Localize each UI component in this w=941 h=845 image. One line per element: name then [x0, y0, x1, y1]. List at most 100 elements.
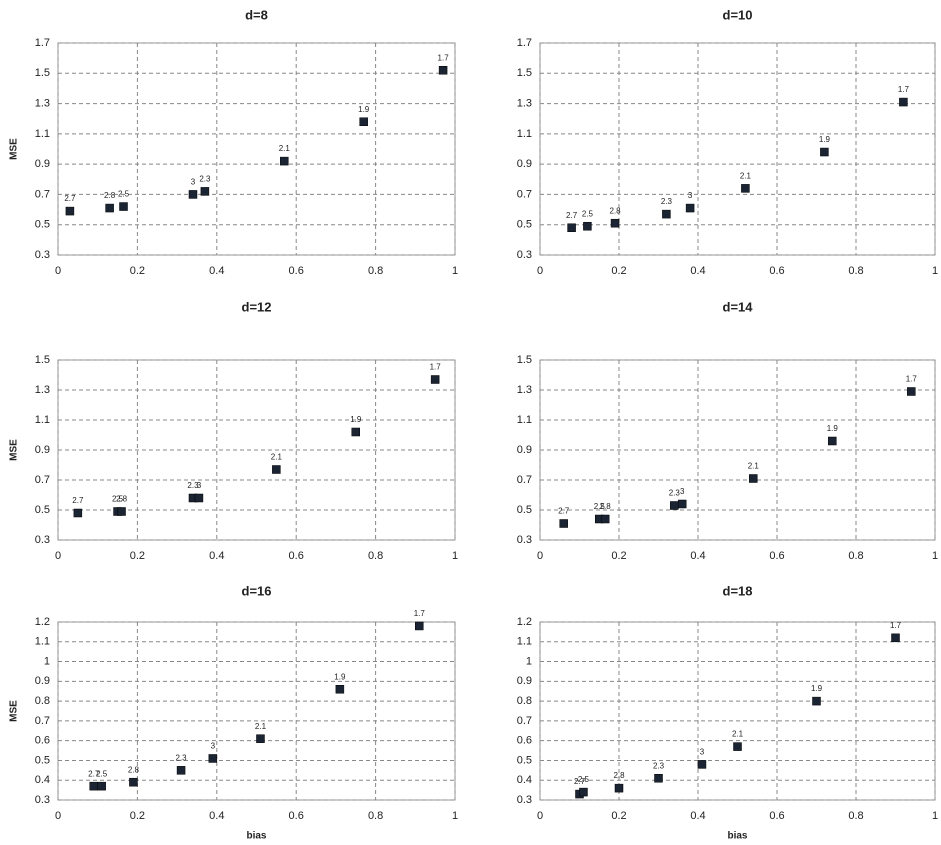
y-tick-label: 0.4 [517, 774, 532, 786]
chart-title: d=8 [245, 7, 268, 22]
x-tick-label: 0 [55, 265, 61, 277]
point [733, 742, 742, 751]
point-label: 2.8 [609, 206, 621, 215]
y-axis-label: MSE [9, 439, 20, 461]
y-tick-label: 0.5 [35, 754, 50, 766]
y-tick-label: 1 [44, 655, 50, 667]
x-tick-label: 1 [452, 810, 458, 822]
y-tick-label: 0.9 [35, 444, 50, 456]
y-tick-label: 1.5 [517, 67, 532, 79]
x-tick-label: 0.8 [848, 550, 863, 562]
point [697, 760, 707, 769]
y-tick-label: 0.7 [35, 188, 50, 200]
y-tick-label: 0.5 [517, 754, 532, 766]
point-label: 2.7 [574, 777, 586, 786]
point-label: 2.7 [64, 194, 76, 203]
point [559, 519, 568, 528]
point [89, 781, 98, 791]
point-label: 1.9 [811, 684, 823, 693]
x-axis-label: bias [727, 831, 747, 842]
y-tick-label: 1.1 [517, 414, 532, 426]
y-tick-label: 0.3 [35, 249, 50, 261]
point [583, 221, 592, 231]
point-label: 3 [211, 742, 216, 751]
y-tick-label: 0.5 [517, 219, 532, 231]
y-tick-label: 1.2 [517, 616, 532, 628]
point-label: 2.8 [613, 771, 625, 780]
point-label: 2.8 [104, 191, 116, 200]
point-label: 2.5 [582, 209, 594, 218]
y-tick-label: 0.4 [35, 774, 50, 786]
x-tick-label: 0.4 [209, 810, 224, 822]
x-tick-label: 0.8 [848, 810, 863, 822]
y-tick-label: 0.6 [35, 735, 50, 747]
point-label: 1.7 [898, 85, 910, 94]
y-tick-label: 0.7 [517, 188, 532, 200]
point [438, 66, 448, 75]
x-tick-label: 0.2 [611, 810, 626, 822]
y-tick-label: 0.5 [35, 504, 50, 516]
point-label: 1.9 [350, 415, 362, 424]
point-label: 2.5 [112, 495, 124, 504]
point-label: 1.7 [430, 363, 442, 372]
y-tick-label: 1.5 [35, 354, 50, 366]
point-label: 2.5 [96, 769, 108, 778]
y-tick-label: 0.9 [35, 675, 50, 687]
point-label: 2.1 [748, 462, 760, 471]
point [129, 777, 138, 787]
point [741, 184, 750, 193]
point-label: 2.5 [594, 502, 606, 511]
point-label: 2.1 [740, 171, 752, 180]
point [194, 493, 204, 503]
x-tick-label: 0.2 [130, 550, 145, 562]
x-tick-label: 1 [932, 810, 938, 822]
point [272, 465, 281, 474]
y-tick-label: 0.7 [35, 474, 50, 486]
x-tick-label: 0.6 [769, 265, 784, 277]
point-label: 3 [700, 748, 705, 757]
y-tick-label: 0.8 [517, 695, 532, 707]
point-label: 2.1 [255, 722, 267, 731]
point [335, 684, 345, 694]
point-label: 3 [191, 178, 196, 187]
x-tick-label: 0.2 [130, 810, 145, 822]
point [176, 766, 186, 775]
y-tick-label: 1.3 [517, 97, 532, 109]
y-tick-label: 1.3 [517, 384, 532, 396]
x-tick-label: 0.6 [769, 550, 784, 562]
point [907, 387, 916, 396]
point [359, 117, 368, 126]
x-tick-label: 1 [932, 550, 938, 562]
point [749, 474, 758, 483]
point [105, 203, 114, 213]
x-tick-label: 0 [537, 810, 543, 822]
point [891, 633, 900, 643]
point [614, 783, 624, 793]
x-tick-label: 0 [537, 265, 543, 277]
x-tick-label: 0.8 [848, 265, 863, 277]
x-tick-label: 0.4 [209, 265, 224, 277]
point-label: 3 [688, 191, 693, 200]
x-tick-label: 0.6 [289, 265, 304, 277]
point [685, 203, 695, 213]
y-tick-label: 1.7 [35, 37, 50, 49]
point-label: 2.8 [600, 502, 612, 511]
point-label: 2.1 [271, 453, 283, 462]
plot-area [539, 42, 936, 256]
chart-title: d=16 [242, 583, 272, 598]
chart-title: d=18 [723, 583, 753, 598]
plot-area [539, 621, 936, 801]
point-label: 1.9 [827, 424, 839, 433]
y-tick-label: 1.1 [35, 414, 50, 426]
point-label: 2.1 [732, 730, 744, 739]
point [654, 773, 663, 783]
point [812, 696, 821, 706]
point [208, 754, 218, 763]
y-axis-label: MSE [9, 138, 20, 160]
y-tick-label: 1.5 [35, 67, 50, 79]
y-tick-label: 1.3 [35, 384, 50, 396]
point [579, 787, 588, 797]
point [820, 147, 829, 157]
x-tick-label: 1 [452, 550, 458, 562]
